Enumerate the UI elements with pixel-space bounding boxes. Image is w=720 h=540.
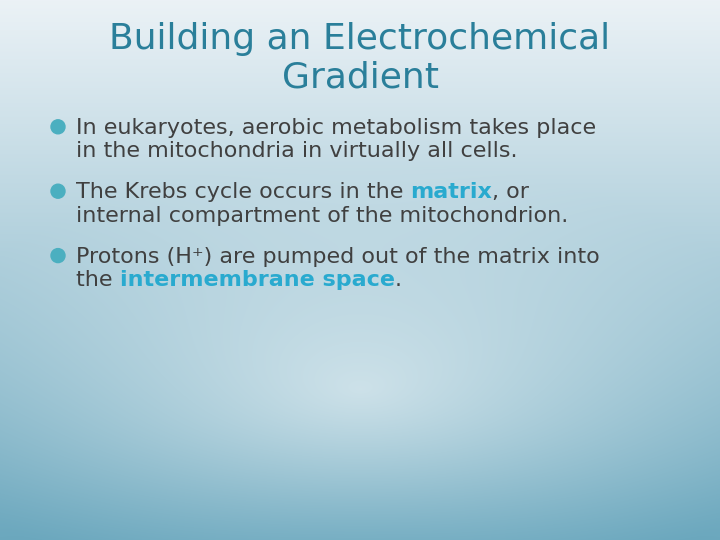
Circle shape: [51, 120, 65, 134]
Text: , or: , or: [492, 183, 529, 202]
Text: internal compartment of the mitochondrion.: internal compartment of the mitochondrio…: [76, 206, 568, 226]
Text: in the mitochondria in virtually all cells.: in the mitochondria in virtually all cel…: [76, 141, 518, 161]
Text: .: .: [395, 270, 402, 290]
Text: Gradient: Gradient: [282, 60, 438, 94]
Circle shape: [51, 184, 65, 198]
Text: the: the: [76, 270, 120, 290]
Text: Protons (H⁺) are pumped out of the matrix into: Protons (H⁺) are pumped out of the matri…: [76, 247, 600, 267]
Text: intermembrane space: intermembrane space: [120, 270, 395, 290]
Text: matrix: matrix: [410, 183, 492, 202]
Circle shape: [51, 248, 65, 262]
Text: In eukaryotes, aerobic metabolism takes place: In eukaryotes, aerobic metabolism takes …: [76, 118, 596, 138]
Text: The Krebs cycle occurs in the: The Krebs cycle occurs in the: [76, 183, 410, 202]
Text: Building an Electrochemical: Building an Electrochemical: [109, 22, 611, 56]
